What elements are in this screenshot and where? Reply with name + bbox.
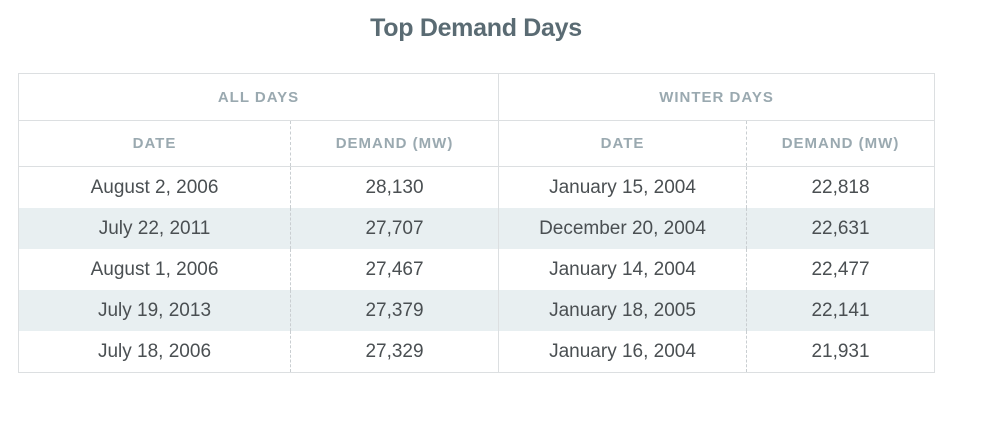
group-header-winter-days: WINTER DAYS bbox=[498, 73, 935, 121]
column-header-demand: DEMAND (MW) bbox=[746, 120, 935, 167]
table-row: July 22, 2011 27,707 December 20, 2004 2… bbox=[18, 208, 935, 249]
group-header-all-days: ALL DAYS bbox=[18, 73, 500, 121]
table-cell: 28,130 bbox=[290, 166, 500, 208]
table-cell: 27,329 bbox=[290, 331, 500, 373]
top-demand-table: ALL DAYS WINTER DAYS DATE DEMAND (MW) DA… bbox=[18, 73, 936, 373]
table-cell: 22,141 bbox=[746, 290, 935, 331]
table-cell: July 19, 2013 bbox=[18, 290, 291, 331]
table-cell: 22,631 bbox=[746, 208, 935, 249]
table-cell: December 20, 2004 bbox=[498, 208, 748, 249]
table-cell: 27,379 bbox=[290, 290, 500, 331]
table-row: August 1, 2006 27,467 January 14, 2004 2… bbox=[18, 249, 935, 290]
table-row: August 2, 2006 28,130 January 15, 2004 2… bbox=[18, 166, 935, 208]
group-header-row: ALL DAYS WINTER DAYS bbox=[18, 73, 935, 121]
table-cell: 22,818 bbox=[811, 176, 870, 198]
table-cell: 27,707 bbox=[290, 208, 500, 249]
table-cell: 22,477 bbox=[811, 258, 870, 280]
table-row: July 18, 2006 27,329 January 16, 2004 21… bbox=[18, 331, 935, 373]
table-cell: January 14, 2004 bbox=[498, 249, 748, 290]
column-header-date: DATE bbox=[498, 120, 748, 167]
table-cell: July 18, 2006 bbox=[18, 331, 291, 373]
table-row: July 19, 2013 27,379 January 18, 2005 22… bbox=[18, 290, 935, 331]
table-cell: January 16, 2004 bbox=[498, 331, 748, 373]
column-header-row: DATE DEMAND (MW) DATE DEMAND (MW) bbox=[18, 120, 935, 167]
column-header-date: DATE bbox=[18, 120, 291, 167]
column-header-demand: DEMAND (MW) bbox=[290, 120, 500, 167]
table-cell: August 1, 2006 bbox=[18, 249, 291, 290]
page-title: Top Demand Days bbox=[370, 14, 582, 42]
table-cell: July 22, 2011 bbox=[18, 208, 291, 249]
table-cell: August 2, 2006 bbox=[18, 166, 291, 208]
table-cell: 21,931 bbox=[811, 340, 870, 362]
table-cell: January 18, 2005 bbox=[498, 290, 748, 331]
table-cell: 27,467 bbox=[290, 249, 500, 290]
table-cell: January 15, 2004 bbox=[498, 166, 748, 208]
